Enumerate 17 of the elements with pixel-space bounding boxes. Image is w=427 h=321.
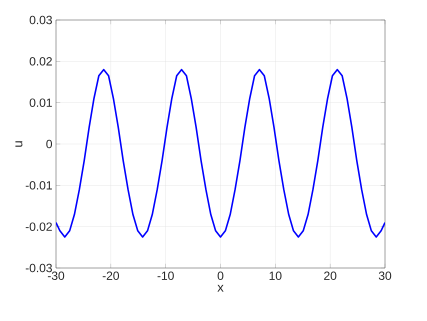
x-tick-label: -30 [48,272,64,280]
x-tick-label: 10 [270,272,282,280]
y-tick-label: -0.01 [26,181,52,190]
x-tick-label: 0 [218,272,224,280]
y-tick-label: 0.03 [30,16,52,24]
x-tick-label: 20 [324,272,336,280]
y-tick-label: 0.01 [30,98,52,107]
x-axis-title: x [217,284,224,292]
y-tick-label: 0 [46,140,52,148]
x-tick-label: -10 [158,272,174,280]
y-tick-label: -0.03 [26,264,52,272]
y-axis-title: u [15,141,22,147]
y-tick-label: -0.02 [26,222,52,231]
line-series [56,68,385,238]
y-tick-label: 0.02 [30,57,52,66]
x-tick-label: -20 [102,272,120,280]
x-tick-label: 30 [378,272,392,280]
